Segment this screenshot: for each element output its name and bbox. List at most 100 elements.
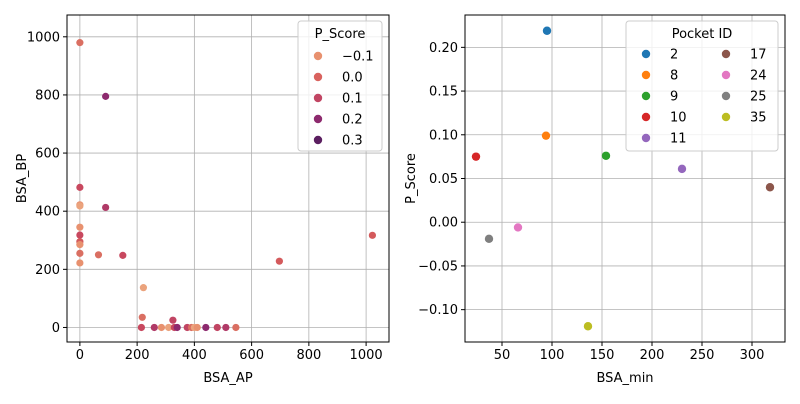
y-tick-label: −0.05	[418, 259, 458, 274]
data-point	[275, 257, 283, 265]
y-axis-label: P_Score	[404, 153, 419, 204]
y-tick-label: −0.10	[418, 303, 458, 318]
y-tick-label: 0	[52, 321, 60, 336]
data-point	[150, 323, 158, 332]
data-point	[76, 223, 84, 231]
y-tick-label: 200	[35, 263, 60, 278]
data-point	[139, 284, 148, 292]
data-point	[76, 202, 84, 210]
data-point	[76, 231, 84, 239]
data-point	[232, 323, 240, 332]
data-point	[368, 231, 376, 239]
legend-marker	[313, 93, 323, 103]
x-axis-label: BSA_AP	[203, 371, 252, 386]
x-tick-label: 600	[239, 348, 264, 363]
legend-marker	[721, 49, 731, 59]
right-scatter-plot: 50 100 150 200 250 300 −0.10 −0.05 0.00 0.05 0.10 0…	[404, 14, 786, 386]
data-point	[222, 323, 230, 332]
data-point	[94, 251, 103, 259]
x-tick-label: 200	[640, 348, 665, 363]
legend-label: 24	[750, 69, 767, 84]
x-tick-label: 300	[740, 348, 765, 363]
legend-box	[625, 20, 779, 152]
y-tick-label: 600	[35, 147, 60, 162]
x-tick-label: 800	[296, 348, 321, 363]
legend-label: 35	[750, 111, 767, 126]
legend-marker	[313, 114, 323, 124]
data-point	[102, 203, 110, 212]
legend-label: 17	[750, 48, 767, 63]
y-tick-label: 0.10	[429, 128, 458, 143]
x-tick-label: 200	[125, 348, 150, 363]
x-tick-label: 400	[182, 348, 207, 363]
data-point	[157, 323, 166, 332]
data-point	[471, 152, 481, 161]
legend-marker	[641, 91, 651, 101]
legend-marker	[721, 70, 731, 80]
data-point	[173, 323, 181, 332]
x-tick-label: 250	[690, 348, 715, 363]
legend-marker	[313, 51, 323, 61]
y-tick-label: 400	[35, 205, 60, 220]
data-point	[202, 323, 210, 332]
legend-label: 2	[670, 48, 678, 63]
data-point	[76, 39, 84, 47]
legend-marker	[721, 112, 731, 122]
legend: Pocket ID 2 8 9 10 11 17 24 25 35	[625, 20, 779, 152]
legend-label: 8	[670, 69, 678, 84]
legend-label: 10	[670, 111, 687, 126]
data-point	[76, 259, 84, 267]
data-point	[165, 323, 173, 332]
y-tick-label: 0.00	[429, 216, 458, 231]
x-tick-label: 100	[540, 348, 565, 363]
data-point	[541, 131, 551, 140]
x-tick-label: 150	[590, 348, 615, 363]
y-tick-label: 0.20	[429, 41, 458, 56]
legend-label: 9	[670, 90, 678, 105]
legend: P_Score −0.1 0.0 0.1 0.2 0.3	[297, 20, 383, 152]
data-point	[213, 323, 221, 332]
legend-label: −0.1	[342, 50, 374, 65]
legend-label: 0.1	[342, 92, 363, 107]
legend-marker	[641, 70, 651, 80]
legend-label: 0.2	[342, 113, 363, 128]
legend-title: Pocket ID	[672, 27, 733, 42]
y-tick-label: 0.15	[429, 85, 458, 100]
data-point	[76, 183, 84, 191]
y-tick-label: 800	[35, 88, 60, 103]
data-point	[193, 323, 201, 332]
legend-marker	[721, 91, 731, 101]
data-point	[102, 92, 110, 100]
data-point	[765, 183, 775, 192]
data-point	[677, 164, 687, 174]
data-point	[137, 323, 146, 332]
y-tick-label: 1000	[27, 30, 60, 45]
legend-label: 11	[670, 132, 687, 147]
legend-marker	[313, 135, 323, 145]
x-tick-label: 1000	[350, 348, 383, 363]
data-point	[76, 249, 84, 257]
data-point	[484, 234, 494, 244]
data-point	[119, 251, 127, 259]
x-axis-label: BSA_min	[596, 371, 653, 386]
y-axis-label: BSA_BP	[15, 154, 30, 203]
axes-frame	[66, 14, 390, 343]
legend-marker	[641, 112, 651, 122]
left-scatter-plot: 0 200 400 600 800 1000 0 200 400 600 800 1000 BSA_AP…	[15, 14, 390, 386]
x-tick-label: 50	[494, 348, 511, 363]
legend-marker	[641, 133, 651, 143]
legend-label: 0.0	[342, 71, 363, 86]
data-point	[76, 241, 84, 249]
legend-marker	[641, 49, 651, 59]
data-point	[169, 316, 177, 324]
data-point	[513, 223, 523, 232]
x-tick-label: 0	[76, 348, 84, 363]
legend-marker	[313, 72, 323, 82]
data-point	[138, 313, 146, 321]
y-tick-label: 0.05	[429, 172, 458, 187]
data-point	[583, 322, 593, 331]
data-point	[601, 151, 611, 160]
legend-title: P_Score	[315, 27, 366, 42]
legend-label: 25	[750, 90, 767, 105]
